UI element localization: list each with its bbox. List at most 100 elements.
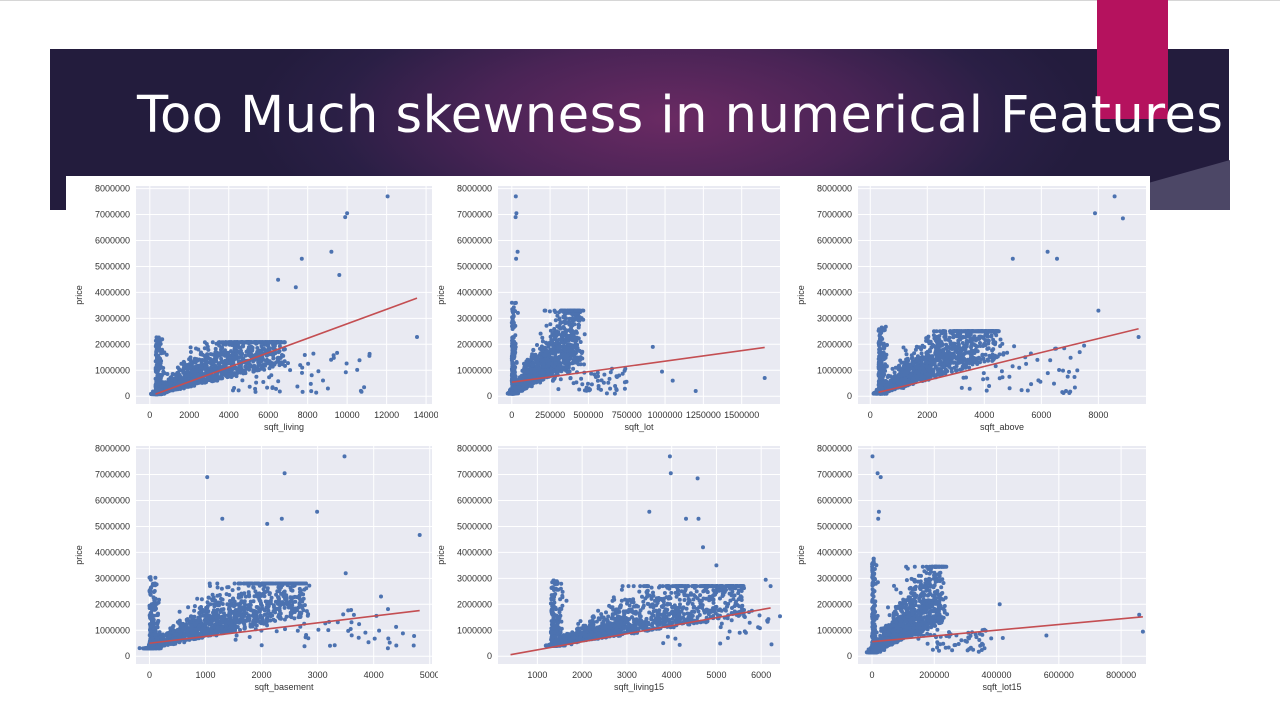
data-point xyxy=(924,351,928,355)
x-tick-label: 6000 xyxy=(1031,410,1051,420)
data-point xyxy=(583,332,587,336)
x-tick-label: 0 xyxy=(868,410,873,420)
data-point xyxy=(246,365,250,369)
data-point xyxy=(948,336,952,340)
x-tick-label: 1250000 xyxy=(686,410,721,420)
data-point xyxy=(926,338,930,342)
y-tick-label: 5000000 xyxy=(817,261,852,271)
data-point xyxy=(344,370,348,374)
scatter-plot-sqft-above: 0100000020000003000000400000050000006000… xyxy=(788,180,1152,444)
data-point xyxy=(181,371,185,375)
data-point xyxy=(548,322,552,326)
data-point xyxy=(571,335,575,339)
data-point xyxy=(936,368,940,372)
data-point xyxy=(300,371,304,375)
data-point xyxy=(564,329,568,333)
data-point xyxy=(571,331,575,335)
data-point xyxy=(262,347,266,351)
data-point xyxy=(925,372,929,376)
x-axis-label: sqft_living xyxy=(264,422,304,432)
data-point xyxy=(915,345,919,349)
data-point xyxy=(955,329,959,333)
data-point xyxy=(536,355,540,359)
data-point xyxy=(575,316,579,320)
data-point xyxy=(156,337,160,341)
data-point xyxy=(255,368,259,372)
data-point xyxy=(609,370,613,374)
y-tick-label: 6000000 xyxy=(817,236,852,246)
data-point xyxy=(579,340,583,344)
data-point xyxy=(538,347,542,351)
data-point xyxy=(265,386,269,390)
data-point xyxy=(546,342,550,346)
data-point xyxy=(559,337,563,341)
data-point xyxy=(187,366,191,370)
outlier-point xyxy=(337,273,341,277)
x-tick-label: 6000 xyxy=(258,410,278,420)
slide-title: Too Much skewness in numerical Features xyxy=(137,86,1137,145)
data-point xyxy=(993,340,997,344)
data-point xyxy=(177,386,181,390)
data-point xyxy=(893,370,897,374)
data-point xyxy=(156,344,160,348)
data-point xyxy=(241,371,245,375)
data-point xyxy=(510,319,514,323)
data-point xyxy=(984,333,988,337)
data-point xyxy=(531,348,535,352)
data-point xyxy=(890,384,894,388)
data-point xyxy=(522,371,526,375)
data-point xyxy=(268,362,272,366)
data-point xyxy=(270,386,274,390)
data-point xyxy=(916,354,920,358)
data-point xyxy=(514,301,518,305)
data-point xyxy=(602,381,606,385)
data-point xyxy=(303,353,307,357)
data-point xyxy=(594,375,598,379)
data-point xyxy=(542,361,546,365)
data-point xyxy=(596,371,600,375)
data-point xyxy=(549,329,553,333)
data-point xyxy=(358,358,362,362)
data-point xyxy=(580,357,584,361)
y-tick-label: 4000000 xyxy=(457,287,492,297)
data-point xyxy=(997,329,1001,333)
data-point xyxy=(529,382,533,386)
data-point xyxy=(186,373,190,377)
data-point xyxy=(605,391,609,395)
data-point xyxy=(916,370,920,374)
y-tick-label: 6000000 xyxy=(95,236,130,246)
outlier-point xyxy=(617,374,621,378)
data-point xyxy=(920,351,924,355)
y-axis-label: price xyxy=(436,285,446,305)
data-point xyxy=(261,365,265,369)
data-point xyxy=(510,301,514,305)
y-tick-label: 4000000 xyxy=(95,287,130,297)
data-point xyxy=(247,345,251,349)
data-point xyxy=(965,339,969,343)
data-point xyxy=(241,344,245,348)
data-point xyxy=(970,329,974,333)
data-point xyxy=(898,359,902,363)
outlier-point xyxy=(343,215,347,219)
outlier-point xyxy=(763,376,767,380)
y-tick-label: 0 xyxy=(487,391,492,401)
data-point xyxy=(532,370,536,374)
y-tick-label: 3000000 xyxy=(457,313,492,323)
data-point xyxy=(934,338,938,342)
data-point xyxy=(223,354,227,358)
data-point xyxy=(239,349,243,353)
data-point xyxy=(943,361,947,365)
data-point xyxy=(254,381,258,385)
data-point xyxy=(295,385,299,389)
data-point xyxy=(576,312,580,316)
data-point xyxy=(561,354,565,358)
data-point xyxy=(548,309,552,313)
data-point xyxy=(577,349,581,353)
y-tick-label: 5000000 xyxy=(457,261,492,271)
data-point xyxy=(960,329,964,333)
y-tick-label: 1000000 xyxy=(95,365,130,375)
data-point xyxy=(928,357,932,361)
y-tick-label: 7000000 xyxy=(817,210,852,220)
data-point xyxy=(564,309,568,313)
data-point xyxy=(945,346,949,350)
